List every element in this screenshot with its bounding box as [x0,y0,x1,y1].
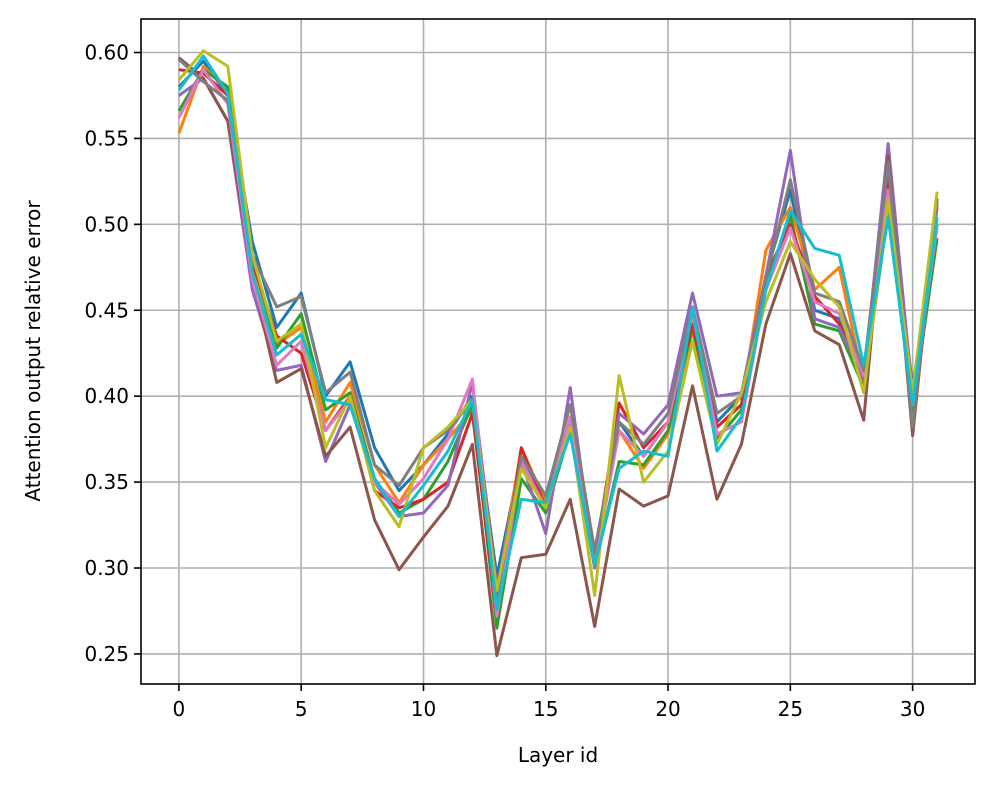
series-line-10 [177,54,939,611]
x-tick-label: 30 [900,697,925,721]
grid [141,19,975,684]
y-axis-label: Attention output relative error [21,200,45,502]
x-tick-label: 15 [533,697,558,721]
y-axis: 0.25 0.30 0.35 0.40 0.45 0.50 0.55 0.60 [84,41,141,666]
y-tick-label: 0.50 [84,212,129,236]
x-tick-label: 0 [173,697,186,721]
x-tick-label: 25 [778,697,803,721]
x-axis-label: Layer id [518,743,598,767]
y-tick-label: 0.25 [84,642,129,666]
y-tick-label: 0.35 [84,470,129,494]
x-axis: 0 5 10 15 20 25 30 [173,684,925,721]
y-tick-label: 0.60 [84,41,129,65]
y-tick-label: 0.40 [84,384,129,408]
y-tick-label: 0.30 [84,556,129,580]
x-tick-label: 20 [655,697,680,721]
x-tick-label: 5 [295,697,308,721]
plot-frame [140,18,976,685]
x-tick-label: 10 [411,697,436,721]
y-tick-label: 0.55 [84,126,129,150]
y-tick-label: 0.45 [84,298,129,322]
series-line-6 [177,56,939,658]
series-layer [177,49,939,658]
